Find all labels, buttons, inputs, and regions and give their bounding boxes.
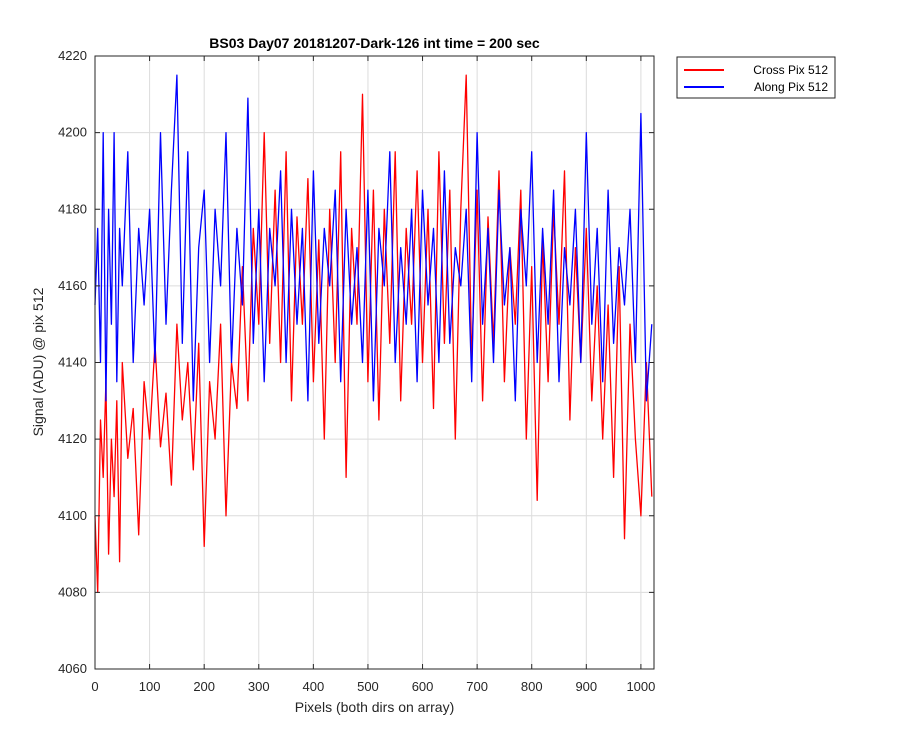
y-tick-label: 4060 bbox=[58, 661, 87, 676]
x-tick-label: 1000 bbox=[626, 679, 655, 694]
series-line-along-pix-512 bbox=[94, 74, 653, 402]
x-tick-label: 800 bbox=[521, 679, 543, 694]
y-tick-label: 4200 bbox=[58, 125, 87, 140]
x-tick-label: 100 bbox=[139, 679, 161, 694]
y-tick-label: 4100 bbox=[58, 508, 87, 523]
x-tick-label: 300 bbox=[248, 679, 270, 694]
x-axis-label: Pixels (both dirs on array) bbox=[295, 699, 455, 715]
x-tick-label: 600 bbox=[412, 679, 434, 694]
chart-title: BS03 Day07 20181207-Dark-126 int time = … bbox=[209, 35, 540, 51]
legend: Cross Pix 512 Along Pix 512 bbox=[676, 56, 836, 99]
x-tick-label: 900 bbox=[575, 679, 597, 694]
legend-label-along: Along Pix 512 bbox=[754, 80, 828, 94]
legend-label-cross: Cross Pix 512 bbox=[753, 63, 828, 77]
x-tick-label: 400 bbox=[303, 679, 325, 694]
y-tick-label: 4180 bbox=[58, 201, 87, 216]
y-axis-label: Signal (ADU) @ pix 512 bbox=[30, 287, 46, 436]
x-tick-label: 0 bbox=[91, 679, 98, 694]
y-tick-label: 4220 bbox=[58, 48, 87, 63]
y-tick-label: 4140 bbox=[58, 355, 87, 370]
y-tick-label: 4160 bbox=[58, 278, 87, 293]
y-tick-label: 4080 bbox=[58, 584, 87, 599]
legend-box bbox=[676, 56, 836, 99]
ticks: 0 100 200 300 400 500 600 700 800 900 1000 4060 4080… bbox=[58, 48, 655, 694]
x-tick-label: 200 bbox=[193, 679, 215, 694]
x-tick-label: 700 bbox=[466, 679, 488, 694]
x-tick-label: 500 bbox=[357, 679, 379, 694]
series-layer bbox=[94, 74, 653, 594]
y-tick-label: 4120 bbox=[58, 431, 87, 446]
